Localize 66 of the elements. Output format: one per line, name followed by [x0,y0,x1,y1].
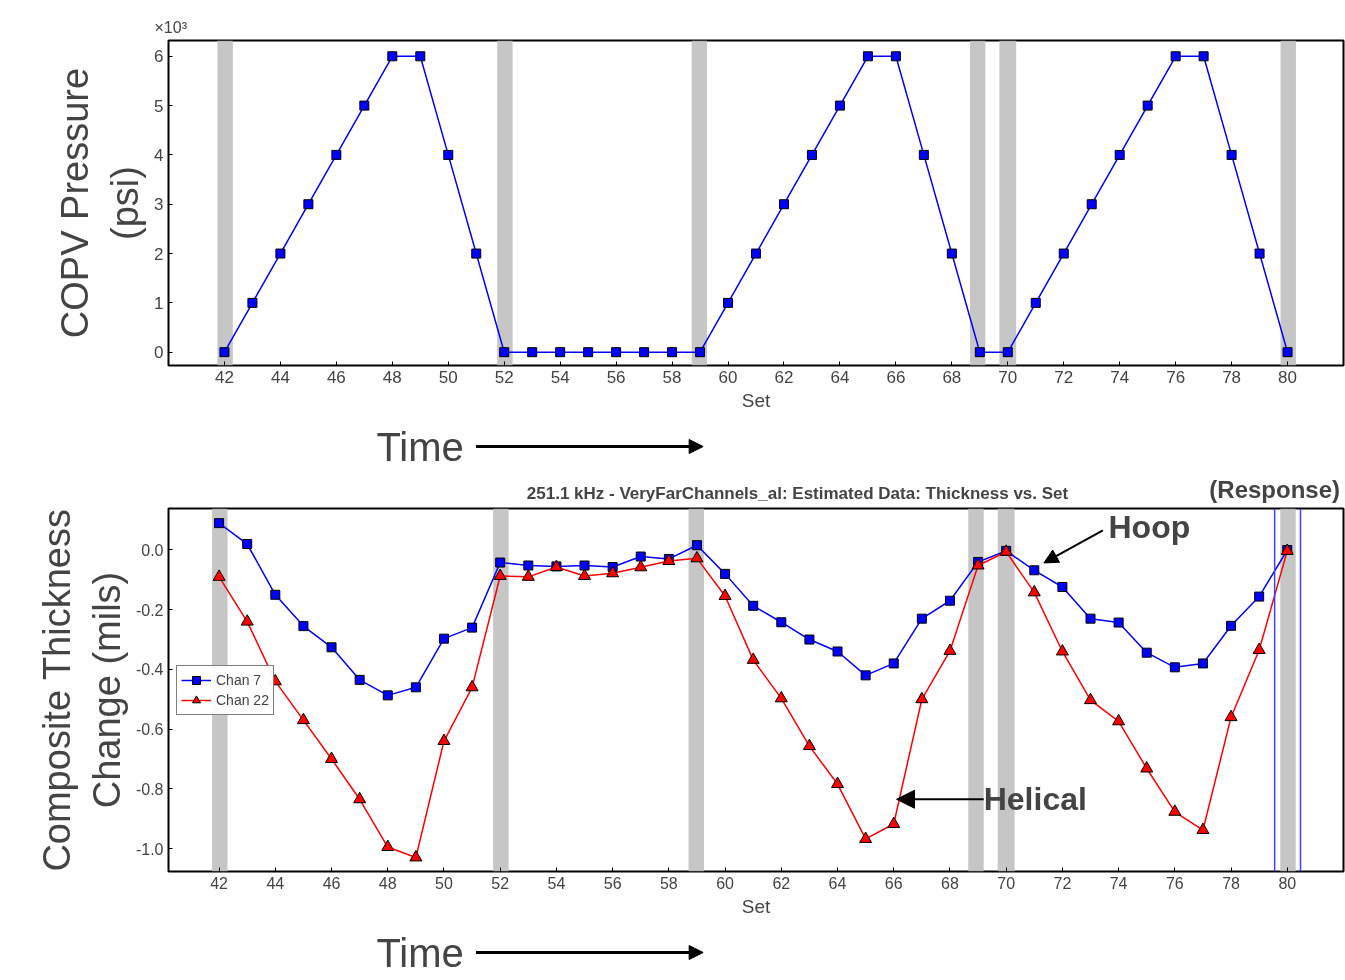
x-axis-title: Set [741,895,771,917]
y-tick-label: 0 [154,343,164,363]
x-tick-label: 62 [772,874,791,892]
x-tick-label: 76 [1165,874,1184,892]
x-tick-label: 80 [1278,874,1297,892]
x-tick-label: 70 [997,874,1016,892]
x-tick-label: 62 [774,367,794,387]
x-tick-label: 60 [718,367,738,387]
y-axis-title: COPV Pressure (psi) [53,67,147,339]
x-axis-title: Set [741,389,771,411]
x-tick-label: 66 [886,367,906,387]
y-tick-label: 6 [154,47,164,67]
x-tick-label: 78 [1222,874,1241,892]
x-tick-label: 56 [603,874,622,892]
x-tick-label: 44 [270,367,290,387]
text: ×10³ [154,18,188,36]
y-tick-label: 1 [154,293,164,313]
text: (Response) [1209,475,1341,503]
x-tick-label: 72 [1053,874,1072,892]
y-tick-label: 5 [154,96,164,116]
x-tick-label: 42 [210,874,229,892]
x-tick-label: 60 [716,874,735,892]
x-tick-label: 54 [547,874,566,892]
x-tick-label: 74 [1110,367,1130,387]
legend-label: Chan 7 [216,671,262,688]
y-tick-label: -1.0 [135,840,164,858]
x-tick-label: 46 [326,367,346,387]
text: Time [376,424,464,469]
y-tick-label: -0.4 [135,661,164,679]
x-tick-label: 46 [322,874,341,892]
x-tick-label: 74 [1109,874,1128,892]
y-tick-label: 2 [154,244,164,264]
x-tick-label: 70 [998,367,1018,387]
chart-title: 251.1 kHz - VeryFarChannels_al: Estimated Data: Thickness vs. Set [526,483,1069,503]
x-tick-label: 68 [942,367,962,387]
x-tick-label: 64 [830,367,850,387]
y-tick-label: -0.8 [135,780,164,798]
x-tick-label: 80 [1278,367,1298,387]
x-tick-label: 72 [1054,367,1074,387]
annotation: Helical [983,781,1087,818]
x-tick-label: 52 [491,874,510,892]
y-tick-label: 3 [154,195,164,215]
y-tick-label: 0.0 [141,541,164,559]
y-axis-title: Composite Thickness Change (mils) [35,509,128,872]
text: Time [376,930,464,975]
y-tick-label: -0.6 [135,721,164,739]
x-tick-label: 78 [1222,367,1242,387]
y-tick-label: -0.2 [135,601,164,619]
x-tick-label: 52 [494,367,514,387]
x-tick-label: 54 [550,367,570,387]
x-tick-label: 42 [215,367,234,387]
x-tick-label: 76 [1166,367,1186,387]
x-tick-label: 58 [662,367,682,387]
x-tick-label: 68 [941,874,959,892]
x-tick-label: 58 [659,874,678,892]
x-tick-label: 50 [435,874,453,892]
legend-label: Chan 22 [216,691,269,708]
x-tick-label: 64 [828,874,847,892]
x-tick-label: 56 [606,367,626,387]
annotation: Hoop [1108,508,1191,545]
x-tick-label: 44 [266,874,285,892]
x-tick-label: 50 [438,367,458,387]
x-tick-label: 48 [378,874,397,892]
y-tick-label: 4 [154,145,164,165]
x-tick-label: 48 [382,367,402,387]
x-tick-label: 66 [884,874,903,892]
